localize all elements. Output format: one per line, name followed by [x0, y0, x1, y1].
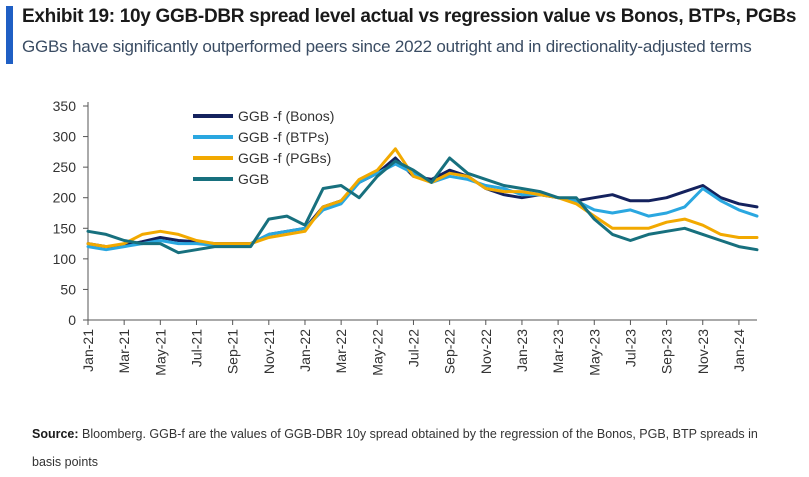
source-label: Source: [32, 427, 79, 441]
x-tick-label: Jan-21 [80, 329, 96, 372]
x-tick-label: Jul-23 [622, 329, 638, 367]
legend-label-3: GGB [238, 171, 269, 187]
line-chart: 0 50 100 150 200 250 300 350 Jan-21 Mar-21 May-21 J… [53, 98, 759, 376]
legend-label-1: GGB -f (BTPs) [238, 129, 329, 145]
y-tick-label: 0 [68, 312, 76, 328]
series-line-3 [86, 156, 759, 255]
legend-label-0: GGB -f (Bonos) [238, 108, 334, 124]
y-tick-label: 200 [53, 190, 77, 206]
accent-bar [6, 6, 13, 64]
x-tick-label: Sep-22 [442, 329, 458, 374]
source-note: Source: Bloomberg. GGB-f are the values … [32, 420, 772, 476]
x-tick-label: Nov-22 [478, 329, 494, 374]
page-subtitle: GGBs have significantly outperformed pee… [22, 37, 752, 56]
x-tick-label: Mar-23 [550, 329, 566, 374]
x-tick-label: Sep-21 [225, 329, 241, 374]
x-tick-label: Jan-22 [297, 329, 313, 372]
x-tick-label: Jan-24 [731, 329, 747, 372]
y-tick-label: 150 [53, 220, 77, 236]
y-tick-label: 350 [53, 98, 77, 114]
x-tick-label: May-21 [152, 329, 168, 376]
x-tick-label: May-23 [586, 329, 602, 376]
series-line-2 [86, 147, 759, 249]
x-tick-label: Mar-22 [333, 329, 349, 374]
chart-series-lines [86, 147, 759, 255]
x-tick-label: Jul-22 [405, 329, 421, 367]
y-tick-label: 250 [53, 159, 77, 175]
x-tick-label: Jul-21 [188, 329, 204, 367]
x-tick-label: Sep-23 [659, 329, 675, 374]
chart-legend: GGB -f (Bonos) GGB -f (BTPs) GGB -f (PGBs)… [193, 108, 334, 187]
page-title: Exhibit 19: 10y GGB-DBR spread level act… [22, 6, 797, 27]
x-tick-label: May-22 [369, 329, 385, 376]
x-tick-label: Nov-23 [695, 329, 711, 374]
y-tick-label: 300 [53, 129, 77, 145]
source-text: Bloomberg. GGB-f are the values of GGB-D… [32, 427, 758, 469]
x-tick-label: Mar-21 [116, 329, 132, 374]
x-tick-label: Jan-23 [514, 329, 530, 372]
legend-label-2: GGB -f (PGBs) [238, 150, 331, 166]
x-tick-label: Nov-21 [261, 329, 277, 374]
chart-axes: 0 50 100 150 200 250 300 350 Jan-21 Mar-21 May-21 J… [53, 98, 757, 376]
y-tick-label: 100 [53, 251, 77, 267]
y-tick-label: 50 [60, 281, 76, 297]
